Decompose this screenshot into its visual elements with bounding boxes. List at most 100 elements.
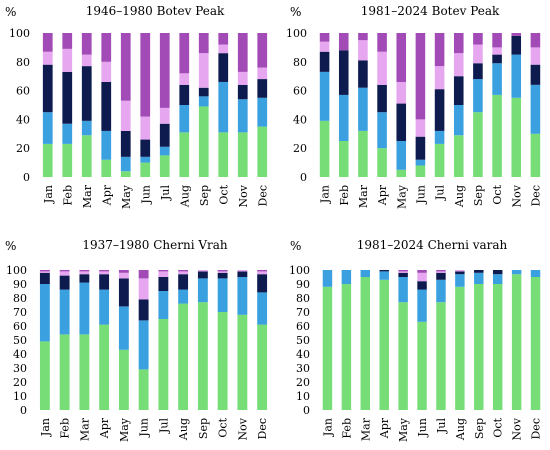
bar-segment-jul-3 <box>434 89 445 131</box>
bar-segment-nov-5 <box>511 33 522 36</box>
bar-segment-oct-3 <box>492 270 503 275</box>
chart-title: 1937–1980 Cherni Vrah <box>82 238 228 252</box>
bar-segment-dec-2 <box>257 97 268 127</box>
x-tick-label: Apr <box>100 184 113 206</box>
x-tick-label: Dec <box>529 185 542 207</box>
bar-segment-mar-4 <box>81 54 92 67</box>
y-tick-label: 100 <box>9 27 30 40</box>
bar-segment-sep-2 <box>198 96 209 107</box>
bar-segment-sep-1 <box>474 284 484 410</box>
y-tick-label: 40 <box>13 348 27 361</box>
bar-segment-mar-3 <box>81 66 92 121</box>
bar-segment-may-5 <box>120 33 131 101</box>
bar-segment-aug-2 <box>178 289 189 304</box>
bar-segment-jul-3 <box>158 277 169 291</box>
bar-segment-dec-1 <box>257 126 268 177</box>
bar-segment-mar-5 <box>81 33 92 55</box>
bar-segment-jun-5 <box>415 33 426 120</box>
bar-segment-sep-1 <box>473 112 483 177</box>
bar-segment-nov-4 <box>237 71 248 85</box>
y-tick-label: 20 <box>293 142 307 155</box>
bar-segment-sep-2 <box>197 278 208 303</box>
bar-segment-may-1 <box>398 302 408 410</box>
x-tick-label: Nov <box>511 417 524 440</box>
bar-segment-apr-2 <box>377 112 387 149</box>
bar-segment-nov-3 <box>237 84 248 100</box>
bar-segment-aug-3 <box>453 76 464 105</box>
bar-segment-aug-2 <box>179 105 190 133</box>
bar-segment-jan-2 <box>39 284 50 342</box>
x-tick-label: Feb <box>59 418 72 439</box>
y-tick-label: 60 <box>16 85 30 98</box>
bar-segment-jul-1 <box>159 155 170 177</box>
bar-segment-feb-5 <box>62 33 73 49</box>
bar-segment-feb-3 <box>338 50 349 95</box>
y-tick-label: 0 <box>20 404 27 417</box>
bar-segment-feb-2 <box>62 123 73 144</box>
bar-segment-sep-3 <box>473 63 483 80</box>
bar-segment-feb-4 <box>59 271 70 276</box>
bar-segment-aug-1 <box>453 135 464 177</box>
bar-segment-jan-5 <box>319 33 330 42</box>
y-tick-label: 70 <box>296 306 310 319</box>
bar-segment-aug-4 <box>453 53 464 77</box>
y-tick-label: 100 <box>6 264 27 277</box>
x-tick-label: May <box>120 184 133 209</box>
bar-segment-apr-4 <box>101 61 112 82</box>
bar-segment-jul-2 <box>436 279 446 303</box>
bar-segment-mar-1 <box>358 130 368 177</box>
x-tick-label: Dec <box>530 418 543 440</box>
bar-segment-may-3 <box>398 272 408 277</box>
y-tick-label: 0 <box>23 171 30 184</box>
bar-segment-sep-4 <box>198 53 209 88</box>
bar-segment-apr-2 <box>379 271 389 280</box>
chart-panel-4: 1981–2024 Cherni varah% 01020304050607080… <box>289 238 543 442</box>
bar-segment-jun-4 <box>140 116 151 140</box>
bar-segment-apr-3 <box>379 270 389 272</box>
y-tick-label: 80 <box>16 56 30 69</box>
bar-segment-apr-4 <box>377 51 387 85</box>
y-tick-label: 60 <box>296 320 310 333</box>
bar-segment-feb-1 <box>62 143 73 177</box>
y-tick-label: 30 <box>13 362 27 375</box>
bar-segment-jan-4 <box>39 271 50 273</box>
bar-segment-jun-2 <box>417 289 427 322</box>
bar-segment-aug-1 <box>179 132 190 177</box>
bar-segment-feb-2 <box>341 270 352 284</box>
x-tick-label: Mar <box>357 184 370 208</box>
bar-segment-may-1 <box>118 349 129 410</box>
x-tick-label: Jan <box>42 185 55 204</box>
x-tick-label: Aug <box>178 185 191 208</box>
bar-segment-dec-3 <box>257 274 268 293</box>
bar-segment-nov-5 <box>237 33 248 72</box>
x-tick-label: Sep <box>473 418 486 439</box>
bar-segment-jan-4 <box>42 51 53 65</box>
bar-segment-jul-3 <box>159 123 170 147</box>
bar-segment-dec-2 <box>530 84 541 134</box>
bar-segment-aug-1 <box>178 303 189 410</box>
bar-segment-jul-4 <box>159 107 170 124</box>
y-tick-label: 90 <box>296 278 310 291</box>
bar-segment-dec-5 <box>257 270 268 272</box>
y-tick-label: 80 <box>293 56 307 69</box>
bar-segment-jun-1 <box>417 321 427 410</box>
bar-segment-sep-4 <box>197 270 208 272</box>
x-tick-label: Jan <box>319 185 332 204</box>
bar-segment-jan-1 <box>319 120 330 177</box>
bar-segment-jun-2 <box>138 320 149 370</box>
bar-segment-jul-2 <box>158 291 169 319</box>
bar-segment-aug-2 <box>455 274 465 287</box>
x-tick-label: Jul <box>159 185 172 201</box>
bar-segment-oct-2 <box>218 81 229 133</box>
x-tick-label: Aug <box>454 418 467 441</box>
bar-segment-sep-3 <box>198 87 209 97</box>
bar-segment-feb-1 <box>341 284 352 410</box>
bar-segment-dec-1 <box>530 277 541 410</box>
bar-segment-nov-1 <box>511 97 522 177</box>
bar-segment-sep-3 <box>197 271 208 279</box>
bar-segment-jan-2 <box>322 270 333 287</box>
bar-segment-jul-1 <box>436 302 446 410</box>
bar-segment-mar-2 <box>79 282 90 335</box>
bar-segment-mar-5 <box>358 33 368 41</box>
bar-segment-oct-4 <box>492 47 502 55</box>
